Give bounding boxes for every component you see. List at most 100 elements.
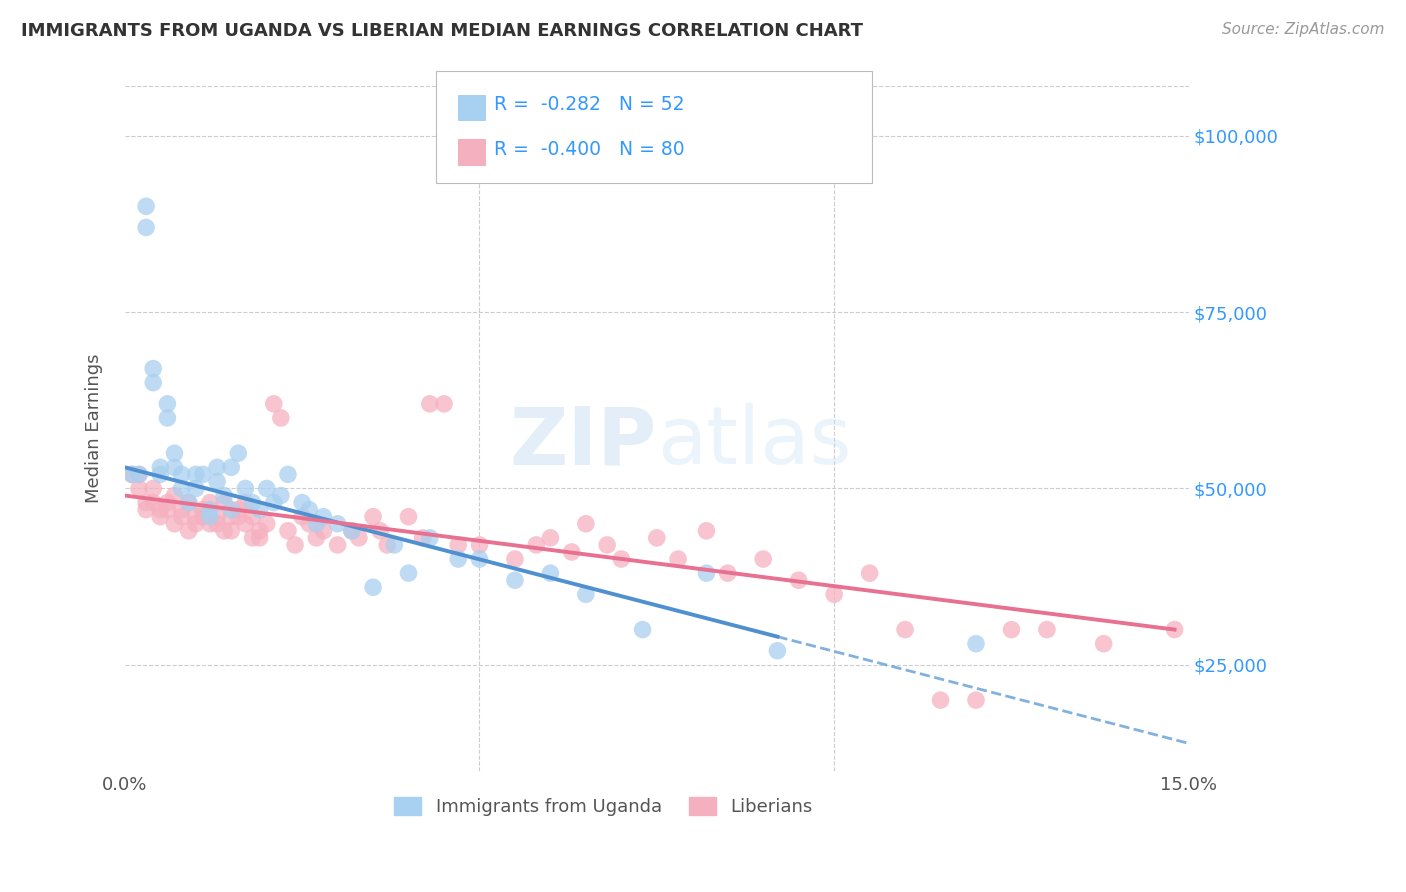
Point xyxy=(205,516,228,531)
Point xyxy=(752,552,775,566)
Point xyxy=(226,446,249,460)
Point xyxy=(170,502,193,516)
Point xyxy=(277,524,299,538)
Point xyxy=(538,566,561,581)
Point xyxy=(212,489,235,503)
Point xyxy=(156,502,179,516)
Point xyxy=(298,502,321,516)
Point xyxy=(717,566,740,581)
Point xyxy=(191,509,214,524)
Point xyxy=(645,531,668,545)
Point xyxy=(965,637,987,651)
Point xyxy=(468,552,491,566)
Point xyxy=(184,467,207,482)
Point xyxy=(219,502,242,516)
Point xyxy=(823,587,845,601)
Point xyxy=(205,475,228,489)
Point xyxy=(212,524,235,538)
Point xyxy=(163,446,186,460)
Point xyxy=(156,397,179,411)
Point xyxy=(121,467,143,482)
Point xyxy=(156,411,179,425)
Point xyxy=(433,397,456,411)
Point xyxy=(1092,637,1115,651)
Point xyxy=(965,693,987,707)
Point xyxy=(191,502,214,516)
Point xyxy=(198,502,221,516)
Point xyxy=(340,524,363,538)
Point xyxy=(163,489,186,503)
Point xyxy=(263,495,285,509)
Point xyxy=(503,552,526,566)
Point xyxy=(226,502,249,516)
Point xyxy=(596,538,619,552)
Point xyxy=(1163,623,1185,637)
Point xyxy=(205,460,228,475)
Point xyxy=(149,460,172,475)
Point xyxy=(242,495,264,509)
Point xyxy=(1000,623,1022,637)
Point xyxy=(284,538,307,552)
Point xyxy=(142,482,165,496)
Point xyxy=(695,524,717,538)
Point xyxy=(270,489,292,503)
Point xyxy=(219,509,242,524)
Point xyxy=(787,573,810,587)
Point xyxy=(361,509,384,524)
Point xyxy=(256,516,278,531)
Point xyxy=(291,509,314,524)
Point xyxy=(177,495,200,509)
Point xyxy=(235,482,257,496)
Point xyxy=(212,495,235,509)
Point xyxy=(191,467,214,482)
Point xyxy=(610,552,633,566)
Point xyxy=(235,516,257,531)
Point xyxy=(142,376,165,390)
Point xyxy=(142,495,165,509)
Point xyxy=(170,467,193,482)
Point xyxy=(156,495,179,509)
Point xyxy=(170,509,193,524)
Point xyxy=(205,509,228,524)
Point xyxy=(235,495,257,509)
Point xyxy=(575,587,598,601)
Point xyxy=(340,524,363,538)
Point xyxy=(375,538,398,552)
Point xyxy=(894,623,917,637)
Point xyxy=(447,538,470,552)
Point xyxy=(135,199,157,213)
Point xyxy=(419,531,441,545)
Point xyxy=(219,460,242,475)
Point xyxy=(575,516,598,531)
Text: Source: ZipAtlas.com: Source: ZipAtlas.com xyxy=(1222,22,1385,37)
Text: ZIP: ZIP xyxy=(509,403,657,481)
Point xyxy=(347,531,370,545)
Point xyxy=(242,531,264,545)
Point xyxy=(149,502,172,516)
Point xyxy=(263,397,285,411)
Point xyxy=(291,495,314,509)
Point xyxy=(177,495,200,509)
Point xyxy=(412,531,434,545)
Point xyxy=(177,524,200,538)
Point xyxy=(858,566,880,581)
Point xyxy=(198,495,221,509)
Point xyxy=(305,516,328,531)
Point xyxy=(561,545,583,559)
Point xyxy=(695,566,717,581)
Point xyxy=(219,524,242,538)
Point xyxy=(198,516,221,531)
Point xyxy=(766,644,789,658)
Point xyxy=(503,573,526,587)
Point xyxy=(135,495,157,509)
Point xyxy=(326,516,349,531)
Point xyxy=(128,467,150,482)
Point xyxy=(361,580,384,594)
Point xyxy=(184,509,207,524)
Point xyxy=(382,538,405,552)
Text: R =  -0.282   N = 52: R = -0.282 N = 52 xyxy=(494,95,683,114)
Point xyxy=(312,509,335,524)
Point xyxy=(170,482,193,496)
Point xyxy=(249,524,271,538)
Point xyxy=(184,482,207,496)
